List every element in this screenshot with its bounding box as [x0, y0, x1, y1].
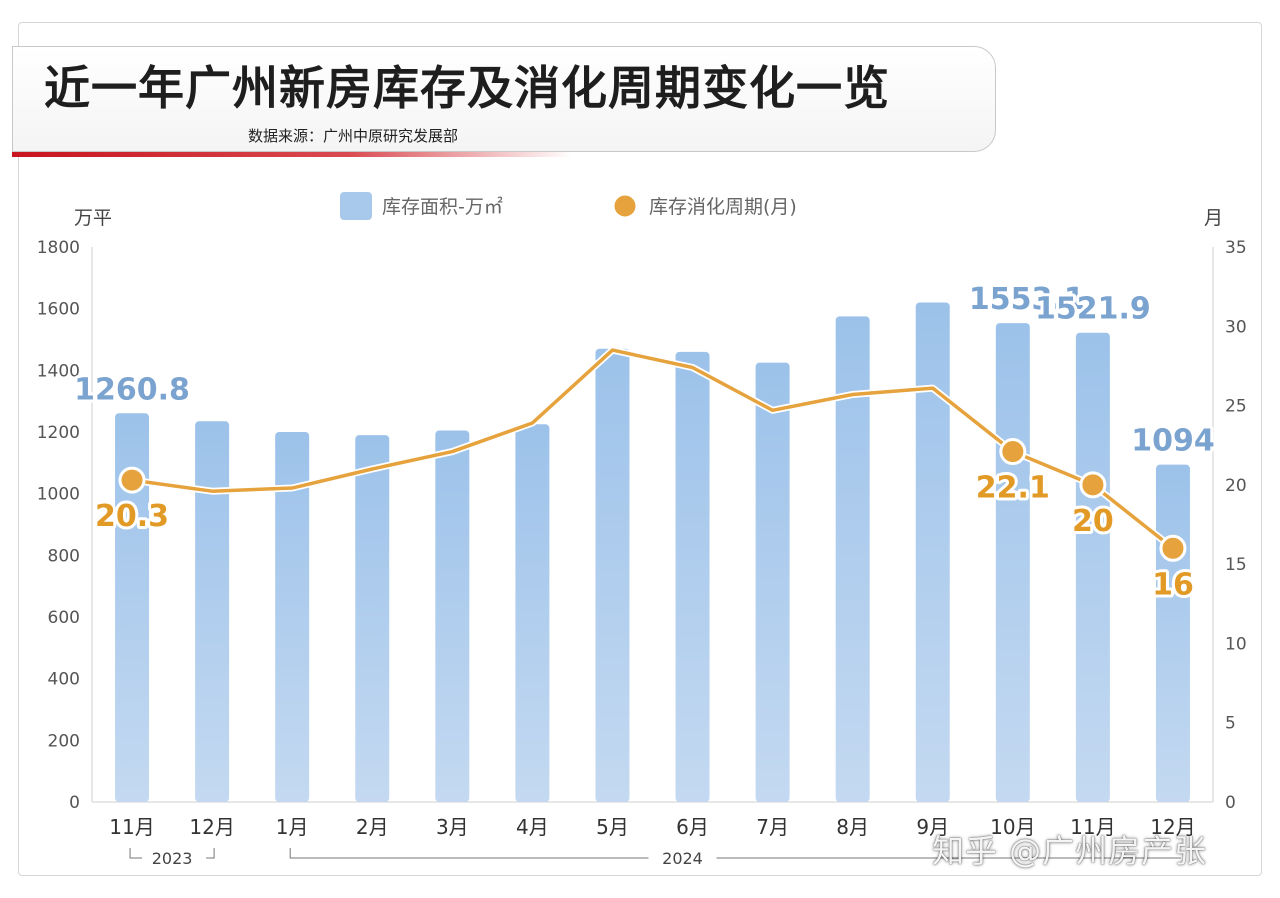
bar — [275, 432, 310, 802]
year-label-2023: 2023 — [152, 849, 193, 868]
line-point — [1159, 534, 1187, 562]
year-bracket-2023-left — [129, 848, 143, 859]
year-bracket-2023-right — [206, 848, 215, 859]
bar-value-label: 1553.1 — [969, 282, 1085, 317]
x-tick-label: 12月 — [1150, 815, 1195, 839]
x-tick-label: 11月 — [109, 815, 154, 839]
x-tick-label: 3月 — [436, 815, 469, 839]
y-left-tick-label: 800 — [48, 546, 80, 566]
line-value-label-halo: 20.3 — [95, 499, 169, 534]
line-value-label-halo: 22.1 — [976, 471, 1050, 506]
bar-value-label: 1521.9 — [1035, 292, 1151, 327]
bar-value-label-halo: 1553.1 — [969, 282, 1085, 317]
title-accent-bar — [12, 152, 572, 157]
year-label-2024: 2024 — [662, 849, 703, 868]
x-tick-label: 9月 — [916, 815, 949, 839]
x-tick-label: 7月 — [756, 815, 789, 839]
line-value-label: 20 — [1072, 504, 1114, 539]
data-source: 数据来源：广州中原研究发展部 — [248, 127, 459, 145]
x-tick-label: 5月 — [596, 815, 629, 839]
x-tick-label: 12月 — [189, 815, 234, 839]
legend-label-line: 库存消化周期(月) — [649, 196, 797, 218]
bar — [995, 323, 1030, 802]
y-left-tick-label: 400 — [48, 670, 80, 690]
y-left-tick-label: 600 — [48, 608, 80, 628]
bar — [355, 435, 390, 802]
legend-label-bar: 库存面积-万㎡ — [382, 195, 503, 218]
y-left-tick-label: 200 — [48, 731, 80, 751]
line-point — [118, 466, 146, 494]
bar-value-label: 1260.8 — [74, 372, 190, 407]
legend-swatch-line — [611, 192, 639, 220]
line-value-label: 16 — [1152, 567, 1194, 602]
chart-title: 近一年广州新房库存及消化周期变化一览 — [44, 61, 890, 115]
y-right-tick-label: 10 — [1225, 634, 1247, 654]
line-value-label-halo: 16 — [1152, 567, 1194, 602]
legend-swatch-bar — [340, 192, 372, 220]
bar — [835, 316, 870, 802]
y-right-unit-label: 月 — [1204, 207, 1223, 229]
x-tick-label: 11月 — [1070, 815, 1115, 839]
line-value-label: 22.1 — [976, 471, 1050, 506]
year-bracket-2024-left — [289, 848, 649, 859]
bar — [115, 413, 150, 802]
y-right-tick-label: 0 — [1225, 793, 1236, 813]
bar — [515, 424, 550, 802]
y-left-tick-label: 1800 — [37, 238, 80, 258]
bar-value-label-halo: 1260.8 — [74, 372, 190, 407]
y-right-tick-label: 20 — [1225, 476, 1247, 496]
y-left-tick-label: 1200 — [37, 423, 80, 443]
x-tick-label: 8月 — [836, 815, 869, 839]
bar-value-label-halo: 1521.9 — [1035, 292, 1151, 327]
y-left-tick-label: 1600 — [37, 300, 80, 320]
bar — [195, 421, 230, 802]
bar — [755, 362, 790, 802]
x-tick-label: 10月 — [990, 815, 1035, 839]
y-left-tick-label: 1000 — [37, 485, 80, 505]
y-right-tick-label: 25 — [1225, 397, 1247, 417]
y-left-tick-label: 1400 — [37, 361, 80, 381]
bar-value-label: 1094 — [1131, 424, 1215, 459]
y-right-tick-label: 15 — [1225, 555, 1247, 575]
y-right-tick-label: 35 — [1225, 238, 1247, 258]
x-tick-label: 6月 — [676, 815, 709, 839]
title-banner — [12, 46, 996, 152]
line-point — [1079, 471, 1107, 499]
line-value-label: 20.3 — [95, 499, 169, 534]
line-series — [131, 348, 1175, 550]
bar — [1075, 332, 1110, 802]
bar — [435, 430, 470, 802]
line-value-label-halo: 20 — [1072, 504, 1114, 539]
x-tick-label: 4月 — [516, 815, 549, 839]
bar — [595, 348, 630, 802]
watermark-text: 知乎 @广州房产张 — [932, 832, 1208, 870]
line-point — [999, 438, 1027, 466]
bar-value-label-halo: 1094 — [1131, 424, 1215, 459]
y-right-tick-label: 30 — [1225, 317, 1247, 337]
bar — [915, 302, 950, 802]
x-tick-label: 1月 — [276, 815, 309, 839]
bar — [1155, 464, 1190, 802]
bar — [675, 351, 710, 802]
y-right-tick-label: 5 — [1225, 714, 1236, 734]
y-left-tick-label: 0 — [69, 793, 80, 813]
y-left-unit-label: 万平 — [74, 207, 112, 229]
x-tick-label: 2月 — [356, 815, 389, 839]
